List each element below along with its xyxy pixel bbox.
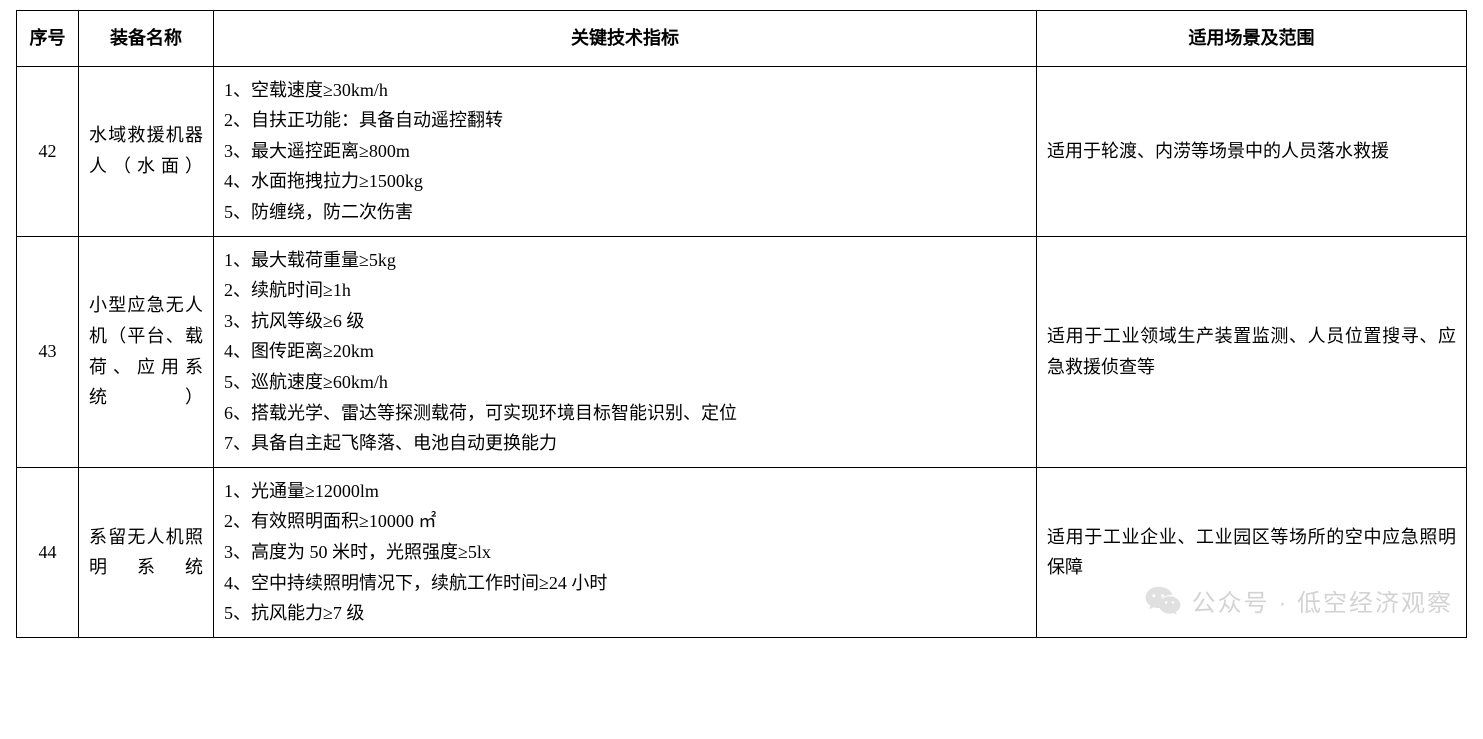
cell-name: 水域救援机器人（水面） <box>79 66 214 236</box>
spec-line: 7、具备自主起飞降落、电池自动更换能力 <box>224 428 1020 459</box>
equipment-spec-table: 序号 装备名称 关键技术指标 适用场景及范围 42水域救援机器人（水面）1、空载… <box>16 10 1467 638</box>
spec-line: 5、防缠绕，防二次伤害 <box>224 197 1020 228</box>
header-name: 装备名称 <box>79 11 214 67</box>
cell-scope: 适用于轮渡、内涝等场景中的人员落水救援 <box>1037 66 1467 236</box>
cell-spec: 1、空载速度≥30km/h2、自扶正功能：具备自动遥控翻转3、最大遥控距离≥80… <box>214 66 1037 236</box>
spec-line: 4、水面拖拽拉力≥1500kg <box>224 166 1020 197</box>
spec-line: 3、最大遥控距离≥800m <box>224 136 1020 167</box>
spec-line: 4、空中持续照明情况下，续航工作时间≥24 小时 <box>224 568 1020 599</box>
cell-scope: 适用于工业领域生产装置监测、人员位置搜寻、应急救援侦查等 <box>1037 236 1467 467</box>
table-body: 42水域救援机器人（水面）1、空载速度≥30km/h2、自扶正功能：具备自动遥控… <box>17 66 1467 637</box>
header-seq: 序号 <box>17 11 79 67</box>
cell-name: 系留无人机照明系统 <box>79 467 214 637</box>
cell-spec: 1、光通量≥12000lm2、有效照明面积≥10000 ㎡3、高度为 50 米时… <box>214 467 1037 637</box>
cell-seq: 44 <box>17 467 79 637</box>
spec-line: 5、抗风能力≥7 级 <box>224 598 1020 629</box>
header-spec: 关键技术指标 <box>214 11 1037 67</box>
spec-line: 1、光通量≥12000lm <box>224 476 1020 507</box>
cell-scope: 适用于工业企业、工业园区等场所的空中应急照明保障 <box>1037 467 1467 637</box>
table-row: 44系留无人机照明系统1、光通量≥12000lm2、有效照明面积≥10000 ㎡… <box>17 467 1467 637</box>
spec-line: 2、自扶正功能：具备自动遥控翻转 <box>224 105 1020 136</box>
spec-line: 6、搭载光学、雷达等探测载荷，可实现环境目标智能识别、定位 <box>224 398 1020 429</box>
spec-line: 3、高度为 50 米时，光照强度≥5lx <box>224 537 1020 568</box>
cell-seq: 42 <box>17 66 79 236</box>
spec-line: 1、空载速度≥30km/h <box>224 75 1020 106</box>
spec-line: 3、抗风等级≥6 级 <box>224 306 1020 337</box>
spec-line: 5、巡航速度≥60km/h <box>224 367 1020 398</box>
table-row: 42水域救援机器人（水面）1、空载速度≥30km/h2、自扶正功能：具备自动遥控… <box>17 66 1467 236</box>
table-header-row: 序号 装备名称 关键技术指标 适用场景及范围 <box>17 11 1467 67</box>
spec-line: 2、有效照明面积≥10000 ㎡ <box>224 506 1020 537</box>
spec-line: 4、图传距离≥20km <box>224 336 1020 367</box>
spec-line: 1、最大载荷重量≥5kg <box>224 245 1020 276</box>
spec-line: 2、续航时间≥1h <box>224 275 1020 306</box>
cell-spec: 1、最大载荷重量≥5kg2、续航时间≥1h3、抗风等级≥6 级4、图传距离≥20… <box>214 236 1037 467</box>
table-row: 43小型应急无人机（平台、载荷、应用系统）1、最大载荷重量≥5kg2、续航时间≥… <box>17 236 1467 467</box>
cell-name: 小型应急无人机（平台、载荷、应用系统） <box>79 236 214 467</box>
header-scope: 适用场景及范围 <box>1037 11 1467 67</box>
cell-seq: 43 <box>17 236 79 467</box>
